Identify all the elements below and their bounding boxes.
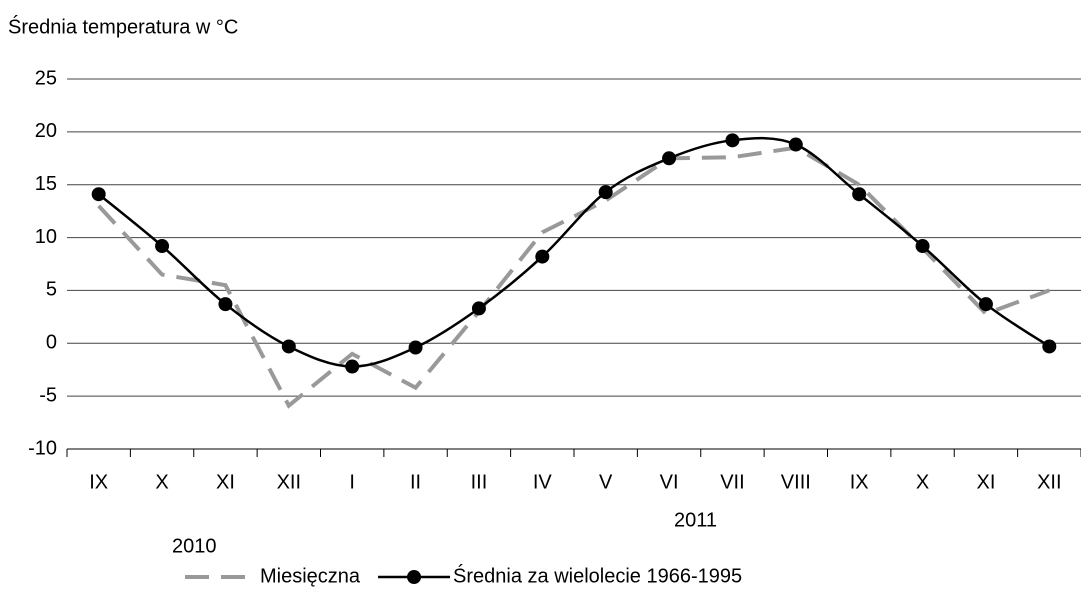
legend-label: Miesięczna bbox=[260, 565, 361, 587]
y-tick-label: 25 bbox=[35, 67, 57, 89]
x-tick-label: I bbox=[349, 471, 355, 493]
legend-marker bbox=[407, 570, 422, 584]
x-tick-label: II bbox=[410, 471, 421, 493]
marker bbox=[788, 137, 803, 152]
annotation: 2010 bbox=[172, 535, 217, 557]
x-tick-label: IX bbox=[89, 471, 108, 493]
marker bbox=[91, 187, 106, 202]
marker bbox=[471, 301, 486, 316]
marker bbox=[408, 340, 423, 355]
y-tick-label: -5 bbox=[39, 384, 57, 406]
legend-label: Średnia za wielolecie 1966-1995 bbox=[453, 563, 742, 587]
y-tick-label: 0 bbox=[46, 332, 57, 354]
x-tick-label: X bbox=[155, 471, 168, 493]
x-tick-label: IV bbox=[533, 471, 553, 493]
y-tick-label: 10 bbox=[35, 226, 57, 248]
marker bbox=[281, 339, 296, 354]
marker bbox=[725, 133, 740, 148]
series-line bbox=[97, 145, 1050, 409]
marker bbox=[662, 151, 677, 166]
marker bbox=[155, 239, 170, 254]
y-tick-label: 5 bbox=[46, 279, 57, 301]
chart-title: Średnia temperatura w °C bbox=[8, 14, 238, 38]
marker bbox=[345, 359, 360, 374]
x-tick-label: VIII bbox=[781, 471, 811, 493]
marker bbox=[218, 297, 233, 312]
marker bbox=[852, 187, 867, 202]
x-tick-label: VI bbox=[660, 471, 679, 493]
x-tick-label: VII bbox=[720, 471, 744, 493]
x-tick-label: V bbox=[599, 471, 613, 493]
y-tick-label: -10 bbox=[28, 437, 57, 459]
marker bbox=[598, 185, 613, 200]
marker bbox=[535, 249, 550, 264]
x-tick-label: X bbox=[916, 471, 929, 493]
x-tick-label: XI bbox=[216, 471, 235, 493]
y-tick-label: 15 bbox=[35, 173, 57, 195]
x-tick-label: IX bbox=[850, 471, 869, 493]
marker bbox=[978, 297, 993, 312]
x-tick-label: XII bbox=[277, 471, 301, 493]
marker bbox=[1042, 339, 1057, 354]
x-tick-label: III bbox=[471, 471, 488, 493]
series-line bbox=[97, 136, 1051, 368]
y-tick-label: 20 bbox=[35, 120, 57, 142]
x-tick-label: XII bbox=[1037, 471, 1061, 493]
x-tick-label: XI bbox=[976, 471, 995, 493]
marker bbox=[915, 239, 930, 254]
annotation: 2011 bbox=[674, 509, 717, 531]
